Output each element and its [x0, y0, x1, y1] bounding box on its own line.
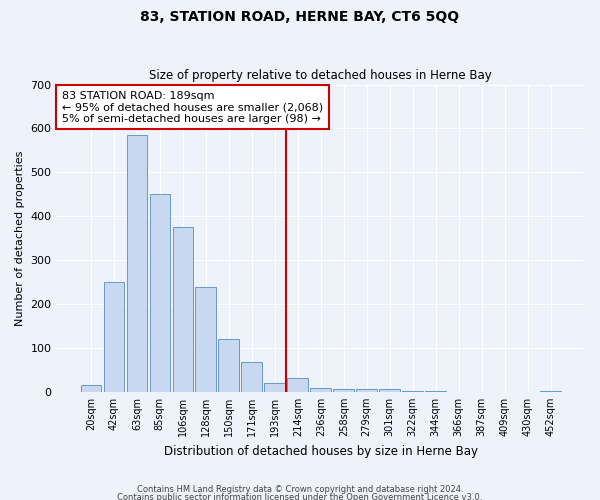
Bar: [265, 383, 285, 392]
Bar: [334, 389, 354, 392]
Bar: [379, 389, 400, 392]
Bar: [310, 388, 331, 392]
Y-axis label: Number of detached properties: Number of detached properties: [15, 150, 25, 326]
Text: 83 STATION ROAD: 189sqm
← 95% of detached houses are smaller (2,068)
5% of semi-: 83 STATION ROAD: 189sqm ← 95% of detache…: [62, 90, 323, 124]
Bar: [218, 339, 239, 392]
Bar: [173, 228, 193, 392]
Bar: [356, 390, 377, 392]
Bar: [403, 391, 423, 392]
Bar: [287, 378, 308, 392]
Bar: [241, 362, 262, 392]
Bar: [80, 386, 101, 392]
Bar: [540, 390, 561, 392]
Text: Contains HM Land Registry data © Crown copyright and database right 2024.: Contains HM Land Registry data © Crown c…: [137, 486, 463, 494]
Text: 83, STATION ROAD, HERNE BAY, CT6 5QQ: 83, STATION ROAD, HERNE BAY, CT6 5QQ: [140, 10, 460, 24]
Bar: [127, 135, 147, 392]
Bar: [149, 194, 170, 392]
Text: Contains public sector information licensed under the Open Government Licence v3: Contains public sector information licen…: [118, 492, 482, 500]
Bar: [196, 288, 216, 392]
X-axis label: Distribution of detached houses by size in Herne Bay: Distribution of detached houses by size …: [164, 444, 478, 458]
Title: Size of property relative to detached houses in Herne Bay: Size of property relative to detached ho…: [149, 69, 492, 82]
Bar: [104, 282, 124, 392]
Bar: [425, 390, 446, 392]
